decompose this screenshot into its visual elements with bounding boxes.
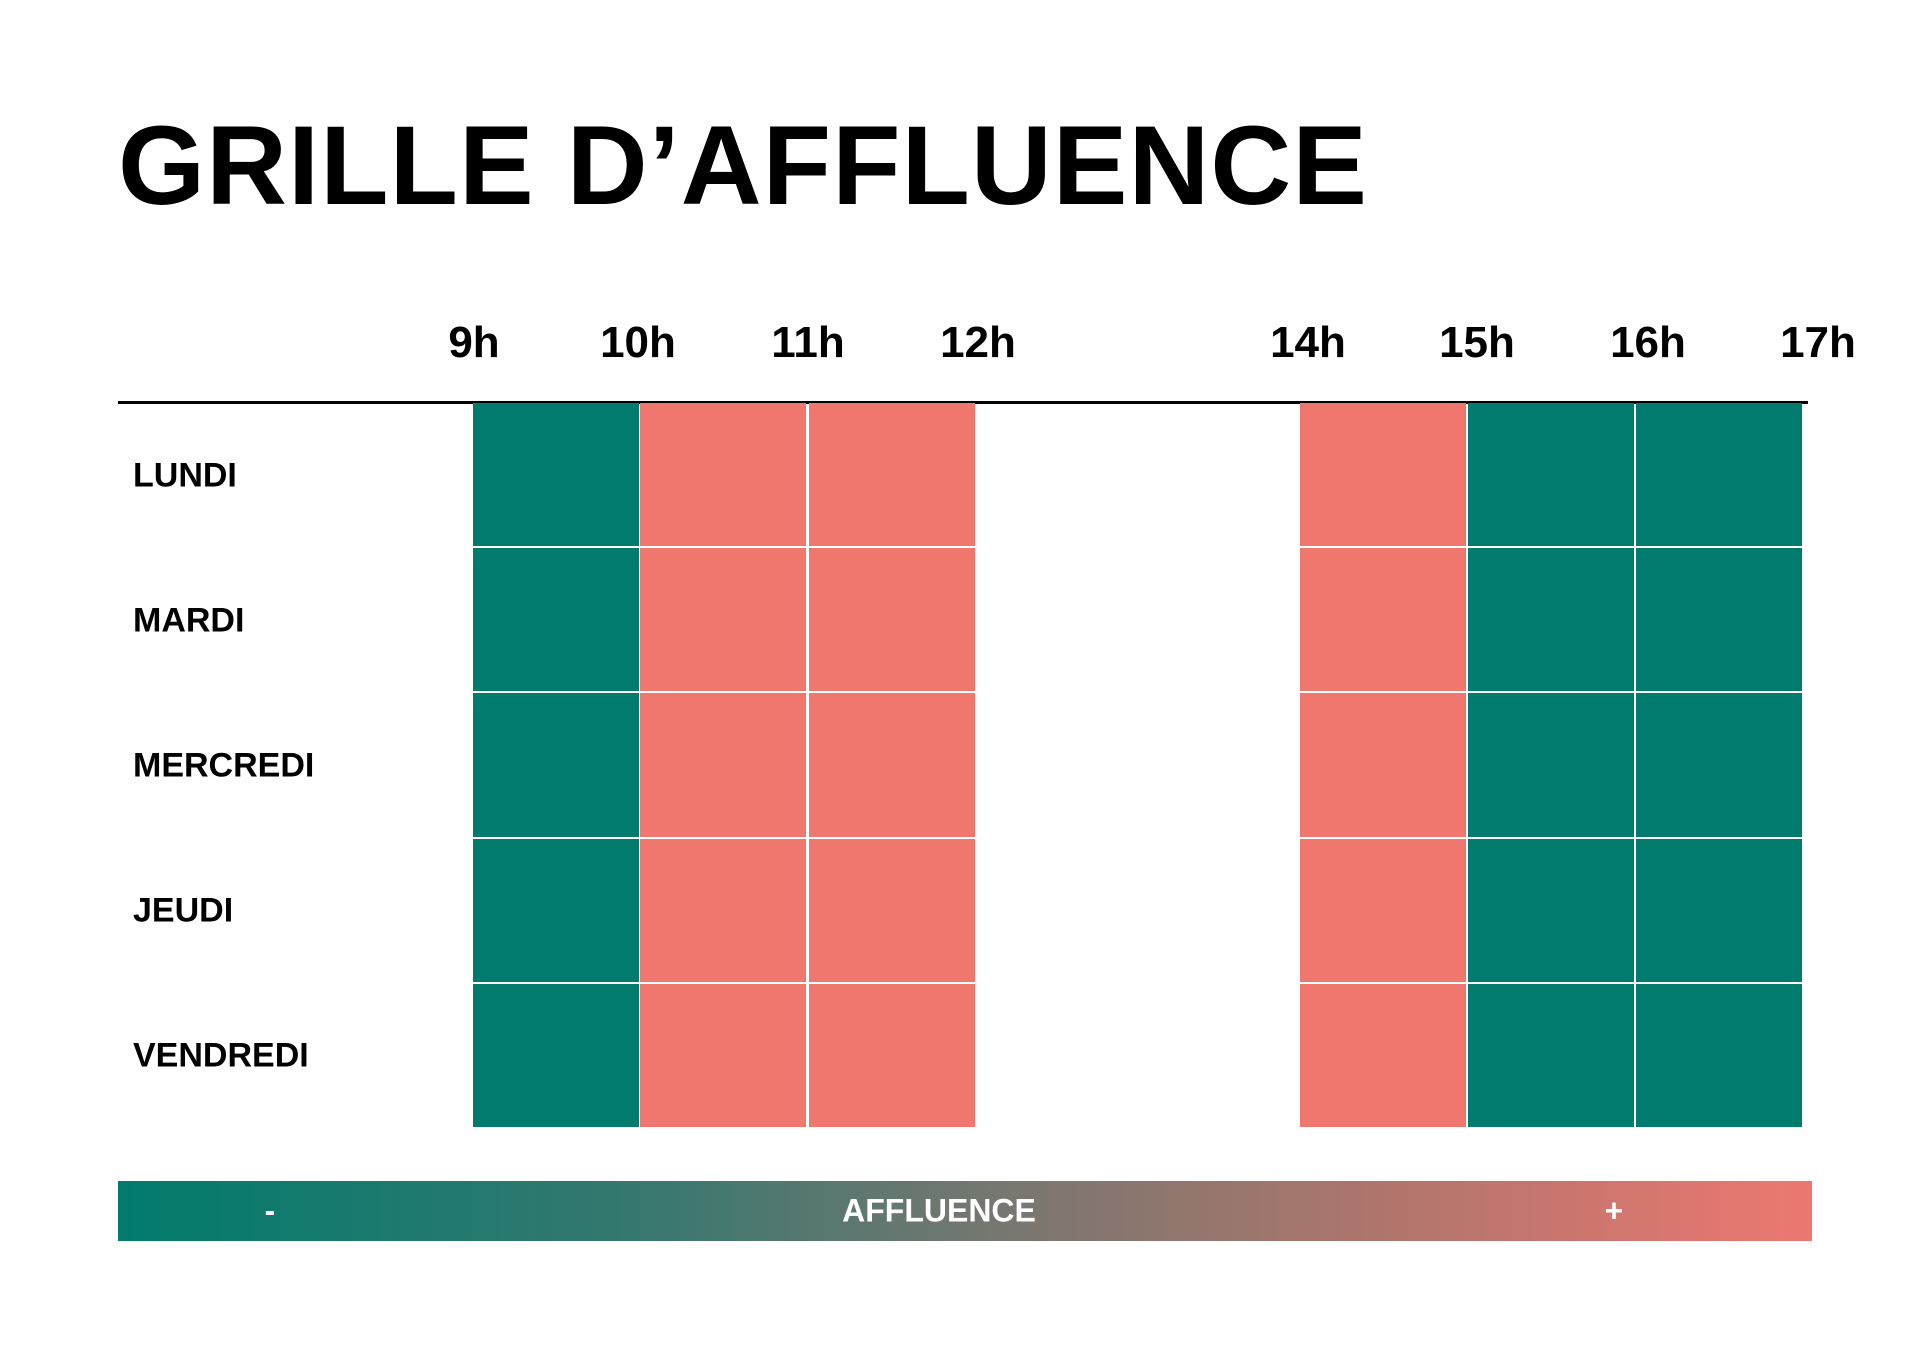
hour-label: 10h bbox=[600, 318, 676, 367]
heatmap-cell bbox=[1468, 548, 1634, 692]
heatmap-cell bbox=[473, 838, 639, 982]
heatmap-cell bbox=[1636, 548, 1802, 692]
heatmap-cell bbox=[640, 983, 806, 1127]
hour-label: 14h bbox=[1270, 318, 1346, 367]
hour-label: 12h bbox=[940, 318, 1016, 367]
heatmap-cell bbox=[1636, 403, 1802, 547]
heatmap-cell bbox=[809, 983, 975, 1127]
legend-min-label: - bbox=[264, 1192, 276, 1229]
legend-label: AFFLUENCE bbox=[842, 1192, 1036, 1229]
day-label: LUNDI bbox=[133, 456, 237, 495]
heatmap-cell bbox=[809, 838, 975, 982]
day-label: MARDI bbox=[133, 601, 245, 640]
heatmap-cell bbox=[473, 548, 639, 692]
heatmap-cell bbox=[473, 403, 639, 547]
heatmap-cell bbox=[640, 403, 806, 547]
heatmap-cell bbox=[1300, 693, 1466, 837]
hour-label: 17h bbox=[1780, 318, 1856, 367]
day-label: VENDREDI bbox=[133, 1036, 309, 1075]
heatmap-cell bbox=[1468, 838, 1634, 982]
hour-label: 11h bbox=[771, 318, 845, 367]
heatmap-cell bbox=[1300, 548, 1466, 692]
heatmap-cell bbox=[1300, 983, 1466, 1127]
heatmap-cell bbox=[1468, 693, 1634, 837]
legend-gradient-bar: - AFFLUENCE + bbox=[118, 1181, 1812, 1241]
heatmap-cell bbox=[473, 983, 639, 1127]
heatmap-cell bbox=[1468, 983, 1634, 1127]
heatmap-cell bbox=[1636, 838, 1802, 982]
axis-line bbox=[118, 401, 1808, 404]
heatmap-cell bbox=[1636, 983, 1802, 1127]
heatmap-cell bbox=[1300, 838, 1466, 982]
heatmap-cell bbox=[1636, 693, 1802, 837]
legend-max-label: + bbox=[1604, 1192, 1624, 1229]
heatmap-cell bbox=[473, 693, 639, 837]
hour-label: 15h bbox=[1439, 318, 1515, 367]
heatmap-cell bbox=[640, 693, 806, 837]
heatmap-cell bbox=[640, 838, 806, 982]
chart-title: GRILLE D’AFFLUENCE bbox=[118, 103, 1368, 228]
heatmap-cell bbox=[809, 693, 975, 837]
heatmap-cell bbox=[1300, 403, 1466, 547]
day-label: MERCREDI bbox=[133, 746, 315, 785]
heatmap-cell bbox=[640, 548, 806, 692]
heatmap-cell bbox=[809, 548, 975, 692]
hour-label: 9h bbox=[448, 318, 500, 367]
heatmap-cell bbox=[809, 403, 975, 547]
day-label: JEUDI bbox=[133, 891, 234, 930]
hour-label: 16h bbox=[1610, 318, 1686, 367]
heatmap-cell bbox=[1468, 403, 1634, 547]
